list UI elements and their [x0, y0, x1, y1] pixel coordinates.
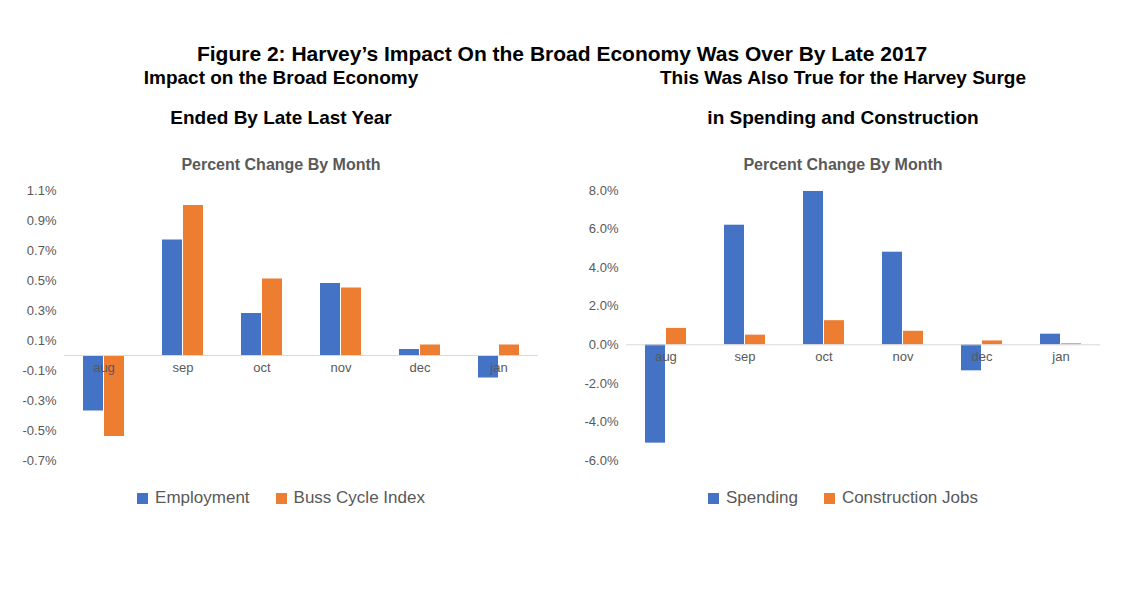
svg-text:-0.5%: -0.5%: [23, 423, 57, 438]
svg-text:1.1%: 1.1%: [27, 183, 57, 198]
svg-text:6.0%: 6.0%: [589, 221, 619, 236]
svg-text:0.0%: 0.0%: [589, 337, 619, 352]
svg-text:-0.1%: -0.1%: [23, 363, 57, 378]
html-text:Construction Jobs: Construction Jobs: [841, 488, 978, 507]
svg-text:dec: dec: [410, 360, 431, 375]
svg-text:-4.0%: -4.0%: [585, 414, 619, 429]
svg-text:-0.3%: -0.3%: [23, 393, 57, 408]
svg-text:oct: oct: [815, 349, 833, 364]
svg-text:0.5%: 0.5%: [27, 273, 57, 288]
svg-text:jan: jan: [489, 360, 507, 375]
html-text:This Was Also True for the Har: This Was Also True for the Harvey Surge …: [660, 67, 1026, 128]
svg-text:2.0%: 2.0%: [589, 298, 619, 313]
svg-text:0.3%: 0.3%: [27, 303, 57, 318]
svg-text:sep: sep: [735, 349, 756, 364]
svg-text:dec: dec: [972, 349, 993, 364]
svg-text:jan: jan: [1051, 349, 1069, 364]
html-text:Spending: Spending: [726, 488, 798, 507]
svg-text:0.9%: 0.9%: [27, 213, 57, 228]
svg-text:4.0%: 4.0%: [589, 260, 619, 275]
html-text:Percent Change By Month: Percent Change By Month: [743, 156, 943, 173]
svg-text:aug: aug: [655, 349, 677, 364]
html-text:Figure 2: Harvey’s Impact On t: Figure 2: Harvey’s Impact On the Broad E…: [196, 42, 928, 65]
svg-text:8.0%: 8.0%: [589, 183, 619, 198]
svg-text:nov: nov: [331, 360, 352, 375]
svg-text:nov: nov: [893, 349, 914, 364]
html-text:Buss Cycle Index: Buss Cycle Index: [293, 488, 425, 507]
svg-text:-6.0%: -6.0%: [585, 453, 619, 468]
svg-text:oct: oct: [253, 360, 271, 375]
html-text:Impact on the Broad Economy En: Impact on the Broad Economy Ended By Lat…: [143, 67, 419, 128]
svg-text:sep: sep: [173, 360, 194, 375]
html-text:Percent Change By Month: Percent Change By Month: [181, 156, 381, 173]
svg-text:aug: aug: [93, 360, 115, 375]
html-text:Employment: Employment: [155, 488, 250, 507]
svg-text:0.7%: 0.7%: [27, 243, 57, 258]
svg-text:-2.0%: -2.0%: [585, 376, 619, 391]
svg-text:-0.7%: -0.7%: [23, 453, 57, 468]
svg-text:0.1%: 0.1%: [27, 333, 57, 348]
